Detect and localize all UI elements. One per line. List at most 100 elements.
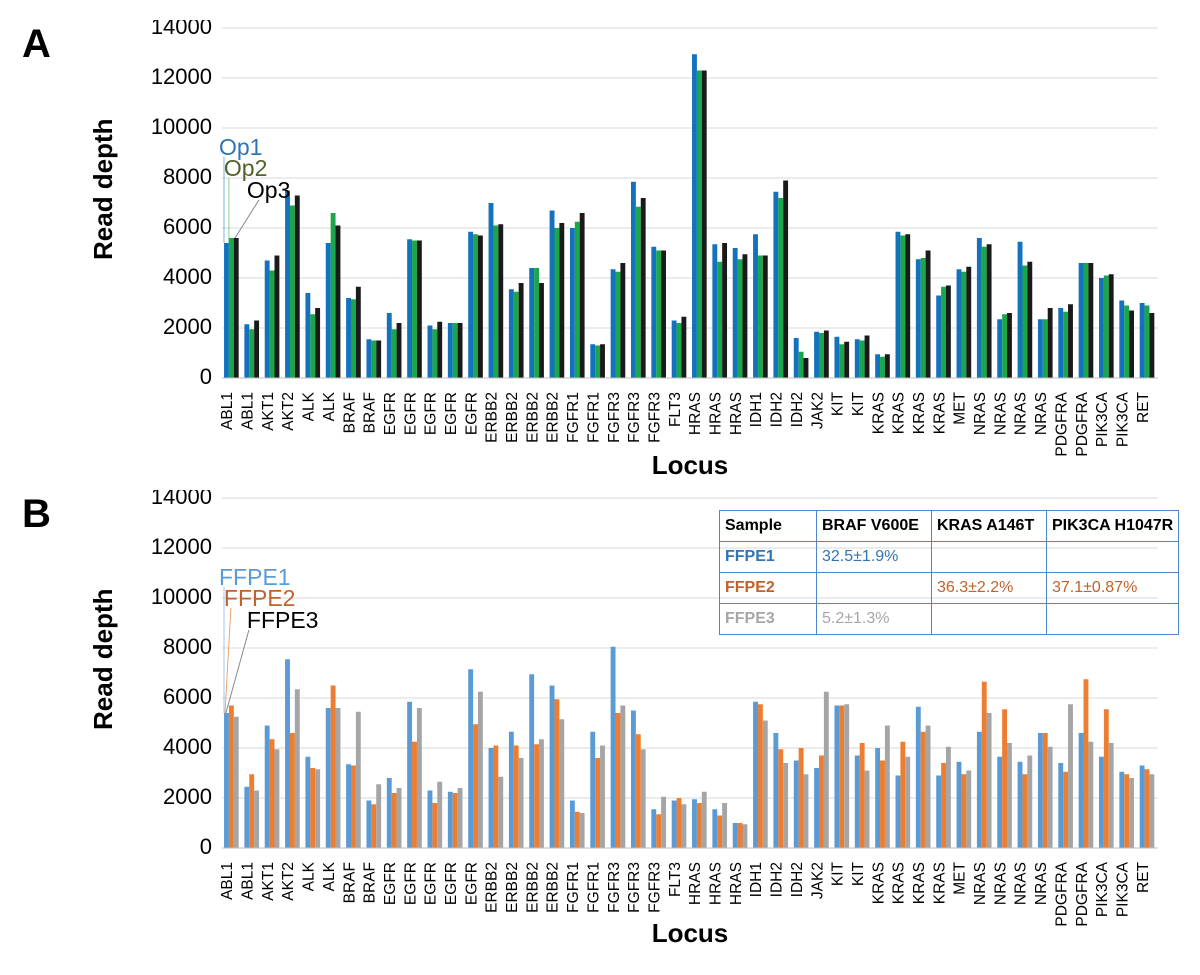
svg-text:AKT1: AKT1: [260, 392, 277, 431]
svg-text:MET: MET: [952, 861, 969, 894]
svg-text:10000: 10000: [151, 584, 212, 609]
svg-text:HRAS: HRAS: [708, 392, 725, 435]
svg-text:8000: 8000: [163, 164, 212, 189]
svg-text:MET: MET: [952, 391, 969, 424]
svg-text:14000: 14000: [151, 490, 212, 509]
svg-text:4000: 4000: [163, 734, 212, 759]
svg-text:0: 0: [200, 364, 212, 389]
svg-text:NRAS: NRAS: [972, 392, 989, 435]
svg-text:EGFR: EGFR: [463, 392, 480, 435]
svg-text:2000: 2000: [163, 784, 212, 809]
svg-text:EGFR: EGFR: [402, 862, 419, 905]
svg-text:PDGFRA: PDGFRA: [1074, 861, 1091, 926]
svg-text:RET: RET: [1135, 391, 1152, 423]
svg-text:PIK3CA: PIK3CA: [1114, 391, 1131, 447]
svg-text:FGFR1: FGFR1: [585, 862, 602, 913]
svg-text:ERBB2: ERBB2: [545, 392, 562, 443]
svg-text:PIK3CA: PIK3CA: [1094, 861, 1111, 917]
svg-text:4000: 4000: [163, 264, 212, 289]
svg-text:EGFR: EGFR: [423, 862, 440, 905]
svg-text:ERBB2: ERBB2: [545, 862, 562, 913]
svg-text:NRAS: NRAS: [1033, 392, 1050, 435]
svg-text:JAK2: JAK2: [809, 392, 826, 429]
svg-text:HRAS: HRAS: [728, 862, 745, 905]
svg-text:RET: RET: [1135, 861, 1152, 893]
svg-text:IDH2: IDH2: [789, 862, 806, 897]
svg-text:Op3: Op3: [247, 177, 290, 203]
svg-text:EGFR: EGFR: [423, 392, 440, 435]
svg-text:12000: 12000: [151, 534, 212, 559]
svg-text:0: 0: [200, 834, 212, 859]
svg-text:NRAS: NRAS: [972, 862, 989, 905]
svg-text:IDH2: IDH2: [769, 392, 786, 427]
svg-text:FLT3: FLT3: [667, 862, 684, 897]
svg-text:ERBB2: ERBB2: [504, 392, 521, 443]
svg-text:FGFR3: FGFR3: [646, 392, 663, 443]
svg-text:HRAS: HRAS: [708, 862, 725, 905]
svg-text:BRAF: BRAF: [362, 862, 379, 903]
svg-text:IDH1: IDH1: [748, 392, 765, 427]
svg-text:ALK: ALK: [321, 391, 338, 421]
svg-text:KIT: KIT: [830, 861, 847, 886]
svg-text:FGFR1: FGFR1: [565, 862, 582, 913]
svg-text:FGFR1: FGFR1: [585, 392, 602, 443]
svg-text:FGFR3: FGFR3: [626, 392, 643, 443]
svg-text:FGFR3: FGFR3: [646, 862, 663, 913]
svg-text:AKT2: AKT2: [280, 392, 297, 431]
svg-text:12000: 12000: [151, 64, 212, 89]
svg-text:ERBB2: ERBB2: [524, 392, 541, 443]
svg-text:NRAS: NRAS: [992, 392, 1009, 435]
svg-text:IDH2: IDH2: [789, 392, 806, 427]
svg-text:HRAS: HRAS: [687, 392, 704, 435]
svg-text:KRAS: KRAS: [891, 392, 908, 434]
svg-text:KIT: KIT: [850, 391, 867, 416]
svg-text:KRAS: KRAS: [891, 862, 908, 904]
svg-text:BRAF: BRAF: [341, 862, 358, 903]
svg-text:ABL1: ABL1: [219, 862, 236, 900]
svg-text:ABL1: ABL1: [240, 862, 257, 900]
svg-text:ALK: ALK: [301, 391, 318, 421]
svg-text:ERBB2: ERBB2: [504, 862, 521, 913]
svg-text:IDH2: IDH2: [769, 862, 786, 897]
svg-text:10000: 10000: [151, 114, 212, 139]
svg-text:ALK: ALK: [321, 861, 338, 891]
svg-text:NRAS: NRAS: [1013, 392, 1030, 435]
svg-text:PDGFRA: PDGFRA: [1053, 861, 1070, 926]
svg-text:14000: 14000: [151, 20, 212, 39]
svg-text:FGFR3: FGFR3: [606, 392, 623, 443]
svg-text:AKT2: AKT2: [280, 862, 297, 901]
svg-text:8000: 8000: [163, 634, 212, 659]
svg-text:FGFR3: FGFR3: [606, 862, 623, 913]
svg-text:KRAS: KRAS: [911, 862, 928, 904]
svg-text:KIT: KIT: [830, 391, 847, 416]
svg-text:ERBB2: ERBB2: [484, 862, 501, 913]
svg-text:FGFR1: FGFR1: [565, 392, 582, 443]
svg-text:EGFR: EGFR: [443, 392, 460, 435]
svg-text:PIK3CA: PIK3CA: [1094, 391, 1111, 447]
svg-text:NRAS: NRAS: [1013, 862, 1030, 905]
svg-text:KRAS: KRAS: [931, 862, 948, 904]
svg-text:FFPE3: FFPE3: [247, 607, 319, 633]
svg-text:EGFR: EGFR: [382, 392, 399, 435]
svg-text:2000: 2000: [163, 314, 212, 339]
svg-text:6000: 6000: [163, 214, 212, 239]
svg-text:NRAS: NRAS: [1033, 862, 1050, 905]
svg-text:KIT: KIT: [850, 861, 867, 886]
svg-text:EGFR: EGFR: [443, 862, 460, 905]
svg-text:ERBB2: ERBB2: [484, 392, 501, 443]
svg-text:FLT3: FLT3: [667, 392, 684, 427]
svg-text:ABL1: ABL1: [219, 392, 236, 430]
svg-text:PIK3CA: PIK3CA: [1114, 861, 1131, 917]
svg-text:6000: 6000: [163, 684, 212, 709]
svg-text:HRAS: HRAS: [687, 862, 704, 905]
svg-text:BRAF: BRAF: [341, 392, 358, 433]
svg-text:ALK: ALK: [301, 861, 318, 891]
svg-text:EGFR: EGFR: [402, 392, 419, 435]
svg-text:HRAS: HRAS: [728, 392, 745, 435]
svg-text:KRAS: KRAS: [870, 862, 887, 904]
svg-text:KRAS: KRAS: [870, 392, 887, 434]
svg-text:EGFR: EGFR: [382, 862, 399, 905]
svg-text:PDGFRA: PDGFRA: [1074, 391, 1091, 456]
svg-text:EGFR: EGFR: [463, 862, 480, 905]
svg-text:ABL1: ABL1: [240, 392, 257, 430]
